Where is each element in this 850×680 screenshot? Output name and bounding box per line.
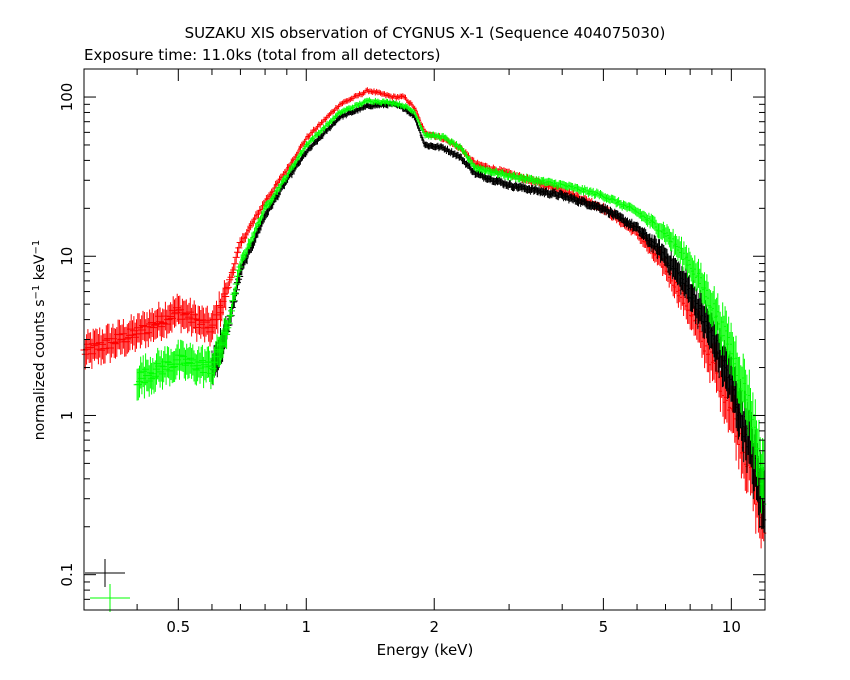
- chart-title: SUZAKU XIS observation of CYGNUS X-1 (Se…: [185, 24, 666, 42]
- x-tick-label: 10: [722, 618, 741, 636]
- data-layer: [80, 87, 767, 566]
- x-tick-label: 1: [301, 618, 311, 636]
- x-tick-label: 2: [429, 618, 439, 636]
- series-0-errorbars: [80, 87, 767, 566]
- y-axis-label-mid: keV: [32, 254, 48, 285]
- y-axis-label-main: normalized counts s: [32, 299, 48, 440]
- x-tick-label: 5: [599, 618, 609, 636]
- y-tick-label: 100: [58, 83, 76, 112]
- series-2-errorbars: [133, 97, 767, 535]
- plot-frame: [83, 68, 766, 611]
- chart-subtitle: Exposure time: 11.0ks (total from all de…: [84, 46, 440, 64]
- series-2: [133, 97, 767, 535]
- y-axis-label-exp1: −1: [31, 285, 42, 300]
- legend-markers: [85, 559, 130, 612]
- y-tick-label: 0.1: [58, 563, 76, 587]
- x-tick-label: 0.5: [166, 618, 190, 636]
- legend-marker-0: [85, 559, 125, 587]
- y-axis-label: normalized counts s−1 keV−1: [31, 240, 49, 441]
- legend-marker-1: [90, 584, 130, 612]
- x-axis-label: Energy (keV): [377, 641, 474, 659]
- y-tick-label: 10: [58, 247, 76, 266]
- series-0: [80, 87, 767, 566]
- y-tick-label: 1: [58, 411, 76, 421]
- y-axis-label-exp2: −1: [31, 240, 42, 255]
- axis-ticks: 0.5 1 2 5 10 0.1 1 10 100: [58, 69, 765, 636]
